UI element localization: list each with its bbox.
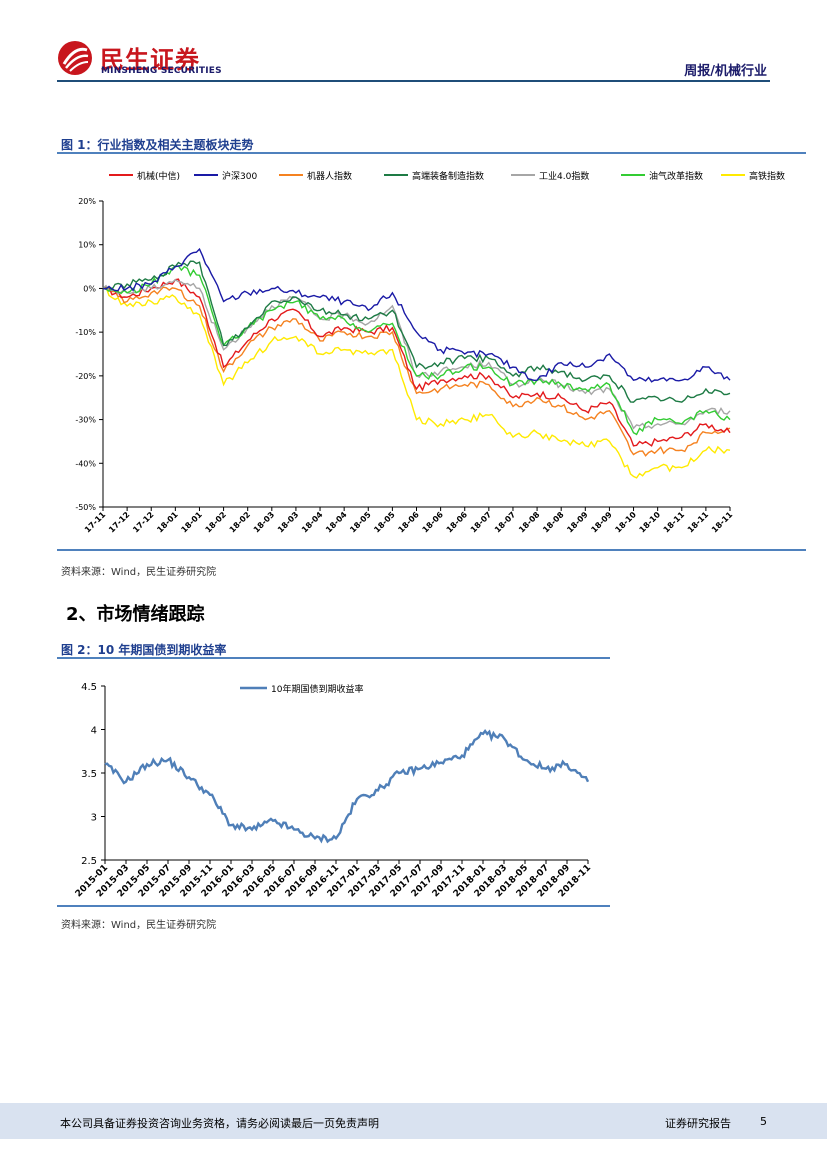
- x-tick-label: 18-02: [204, 510, 228, 534]
- x-tick-label: 18-09: [589, 510, 614, 535]
- x-tick-label: 18-10: [613, 510, 638, 535]
- figure1-source: 资料来源：Wind，民生证券研究院: [61, 567, 217, 578]
- y-tick-label: 4.5: [81, 682, 97, 693]
- legend-label-0: 机械(中信): [137, 170, 180, 182]
- x-tick-label: 18-06: [445, 510, 470, 535]
- x-tick-label: 18-06: [421, 510, 446, 535]
- x-tick-label: 18-01: [155, 510, 180, 535]
- minsheng-logo-icon: [58, 41, 92, 75]
- figure2-source: 资料来源：Wind，民生证券研究院: [61, 920, 217, 931]
- y-tick-label: 3.5: [81, 769, 97, 780]
- figure2-bottom-rule: [57, 905, 610, 907]
- x-tick-label: 18-02: [228, 510, 252, 534]
- page-number: 5: [760, 1115, 767, 1128]
- footer-report-type: 证券研究报告: [665, 1117, 731, 1130]
- legend-label-6: 高铁指数: [749, 170, 785, 182]
- y-tick-label: -50%: [75, 503, 96, 512]
- footer-disclaimer: 本公司具备证券投资咨询业务资格，请务必阅读最后一页免责声明: [60, 1117, 379, 1130]
- logo-text: 民生证券: [100, 46, 200, 74]
- figure1-chart: 机械(中信) 沪深300 机器人指数 高端装备制造指数 工业4.0指数 油气改革指数 高铁指…: [75, 170, 785, 535]
- figure2-chart: 10年期国债到期收益率4.543.532.52015-012015-032015…: [74, 682, 593, 899]
- series-line-1: [102, 247, 731, 383]
- legend-label-5: 油气改革指数: [649, 170, 703, 182]
- logo-english-text: MINSHENG SECURITIES: [101, 66, 222, 76]
- series-line: [104, 728, 590, 844]
- x-tick-label: 18-08: [517, 510, 542, 535]
- y-tick-label: -30%: [75, 416, 96, 425]
- y-tick-label: 0%: [83, 284, 96, 293]
- x-tick-label: 18-07: [493, 510, 517, 534]
- x-tick-label: 17-12: [131, 510, 155, 534]
- series-line-3: [102, 260, 731, 403]
- footer-band: [0, 1103, 827, 1139]
- figure2-title: 图 2：10 年期国债到期收益率: [61, 643, 227, 657]
- x-tick-label: 18-08: [541, 510, 566, 535]
- report-tag: 周报/机械行业: [684, 64, 767, 79]
- x-tick-label: 18-11: [686, 510, 711, 535]
- header-divider: [57, 80, 770, 82]
- series-line-2: [102, 286, 731, 457]
- x-tick-label: 17-12: [107, 510, 131, 534]
- figure1-bottom-rule: [57, 549, 806, 551]
- x-tick-label: 18-04: [324, 510, 349, 535]
- figure2-top-rule: [57, 657, 610, 659]
- legend-label-2: 机器人指数: [307, 170, 352, 182]
- series-line-0: [102, 278, 731, 447]
- x-tick-label: 18-05: [348, 510, 373, 535]
- x-tick-label: 18-05: [372, 510, 397, 535]
- series-line-6: [102, 286, 731, 479]
- y-tick-label: 10%: [78, 241, 96, 250]
- legend-label-4: 工业4.0指数: [539, 170, 589, 182]
- x-tick-label: 18-04: [300, 510, 325, 535]
- y-tick-label: -10%: [75, 328, 96, 337]
- y-tick-label: -20%: [75, 372, 96, 381]
- x-tick-label: 18-11: [710, 510, 735, 535]
- x-tick-label: 18-06: [396, 510, 421, 535]
- x-tick-label: 18-03: [276, 510, 300, 534]
- legend-label: 10年期国债到期收益率: [271, 683, 363, 695]
- x-tick-label: 17-11: [83, 510, 108, 535]
- y-tick-label: 4: [91, 726, 97, 737]
- legend-label-3: 高端装备制造指数: [412, 170, 484, 182]
- y-tick-label: 3: [91, 813, 97, 824]
- x-tick-label: 18-10: [638, 510, 663, 535]
- y-tick-label: 2.5: [81, 856, 97, 867]
- figure1-top-rule: [57, 152, 806, 154]
- section-title: 2、市场情绪跟踪: [66, 604, 205, 625]
- legend-label-1: 沪深300: [222, 170, 257, 182]
- x-tick-label: 18-03: [252, 510, 276, 534]
- figure1-title: 图 1：行业指数及相关主题板块走势: [61, 138, 254, 152]
- y-tick-label: -40%: [75, 459, 96, 468]
- x-tick-label: 18-07: [469, 510, 493, 534]
- y-tick-label: 20%: [78, 197, 96, 206]
- x-tick-label: 18-09: [565, 510, 590, 535]
- series-line-4: [102, 278, 731, 430]
- x-tick-label: 18-01: [179, 510, 204, 535]
- x-tick-label: 18-11: [662, 510, 687, 535]
- series-line-5: [102, 265, 731, 436]
